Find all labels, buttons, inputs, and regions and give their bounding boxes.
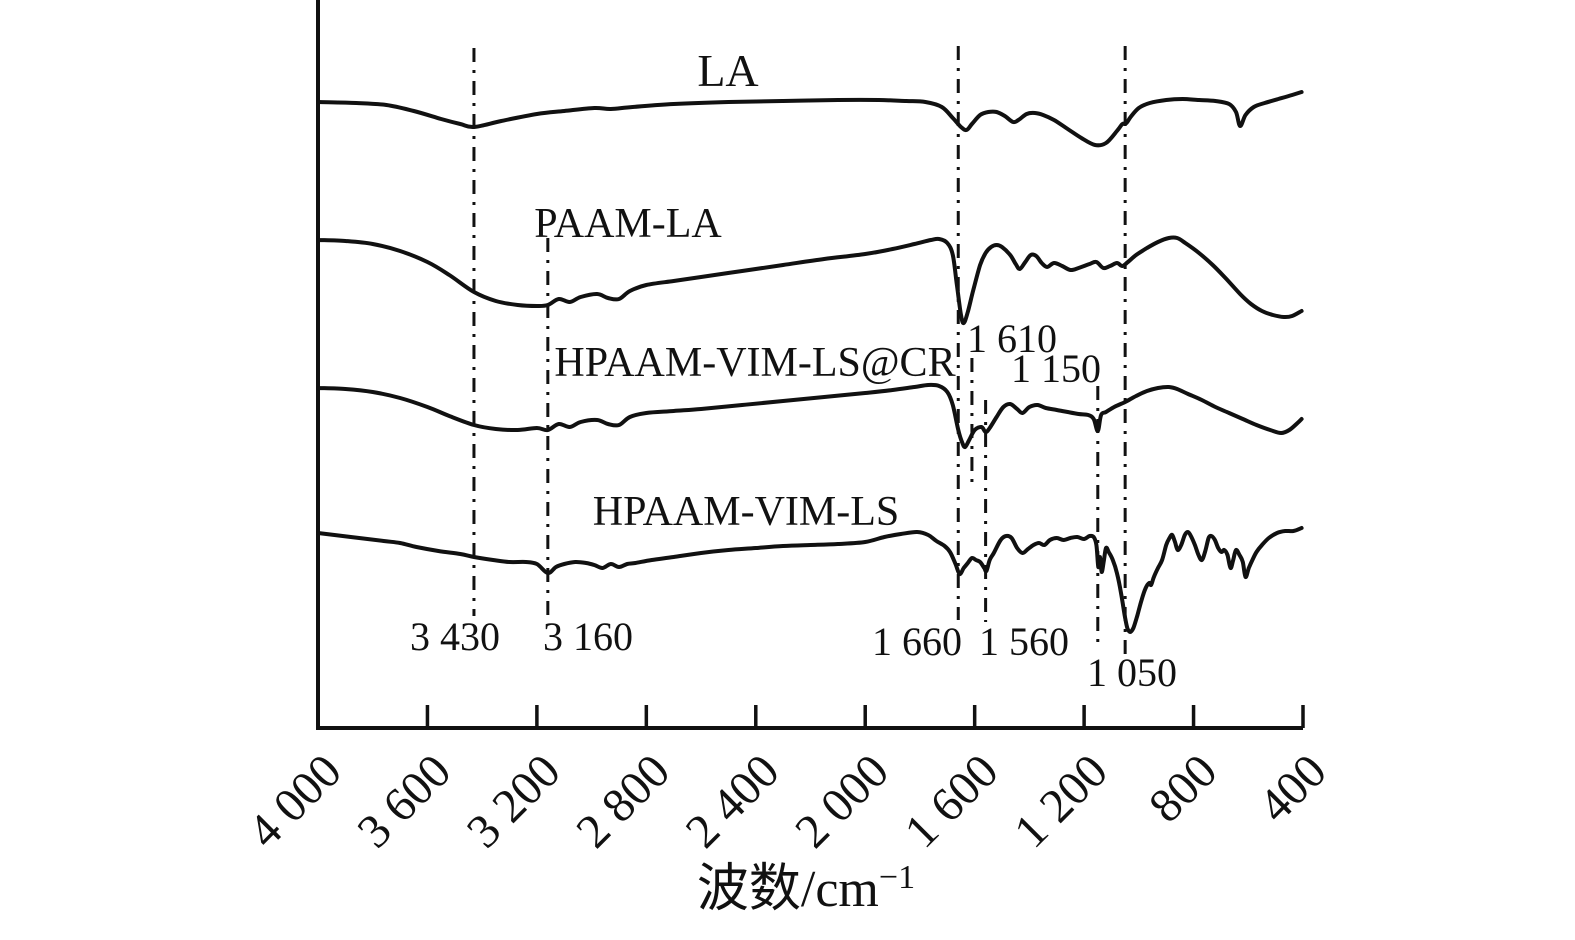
x-tick-label-2800: 2 800 [566, 744, 680, 858]
x-tick-label-1600: 1 600 [895, 744, 1009, 858]
annotation-label-1660: 1 660 [872, 619, 962, 664]
annotation-label-1150: 1 150 [1011, 346, 1101, 391]
x-tick-label-3600: 3 600 [347, 744, 461, 858]
series-curve-HPAAM-VIM-LS-CR [316, 382, 1304, 450]
x-tick-label-3200: 3 200 [457, 744, 571, 858]
x-axis-title: 波数/cm−1 [697, 859, 915, 918]
annotation-label-1560: 1 560 [979, 619, 1069, 664]
x-tick-label-4000: 4 000 [238, 744, 352, 858]
annotation-label-1050: 1 050 [1087, 650, 1177, 695]
x-tick-label-2000: 2 000 [785, 744, 899, 858]
annotation-label-3430: 3 430 [410, 614, 500, 659]
x-tick-label-1200: 1 200 [1004, 744, 1118, 858]
x-tick-label-400: 400 [1248, 744, 1336, 832]
annotation-label-1610: 1 610 [967, 316, 1057, 361]
x-tick-label-800: 800 [1139, 744, 1227, 832]
series-curve-LA [316, 90, 1304, 148]
x-tick-label-2400: 2 400 [676, 744, 790, 858]
series-label-HPAAM-VIM-LS: HPAAM-VIM-LS [593, 489, 900, 535]
series-label-HPAAM-VIM-LS-CR: HPAAM-VIM-LS@CR [554, 340, 955, 386]
annotation-label-3160: 3 160 [543, 614, 633, 659]
series-label-LA: LA [697, 45, 758, 96]
series-label-PAAM-LA: PAAM-LA [534, 201, 722, 247]
series-curve-HPAAM-VIM-LS [316, 526, 1304, 634]
series-curve-PAAM-LA [316, 235, 1304, 326]
